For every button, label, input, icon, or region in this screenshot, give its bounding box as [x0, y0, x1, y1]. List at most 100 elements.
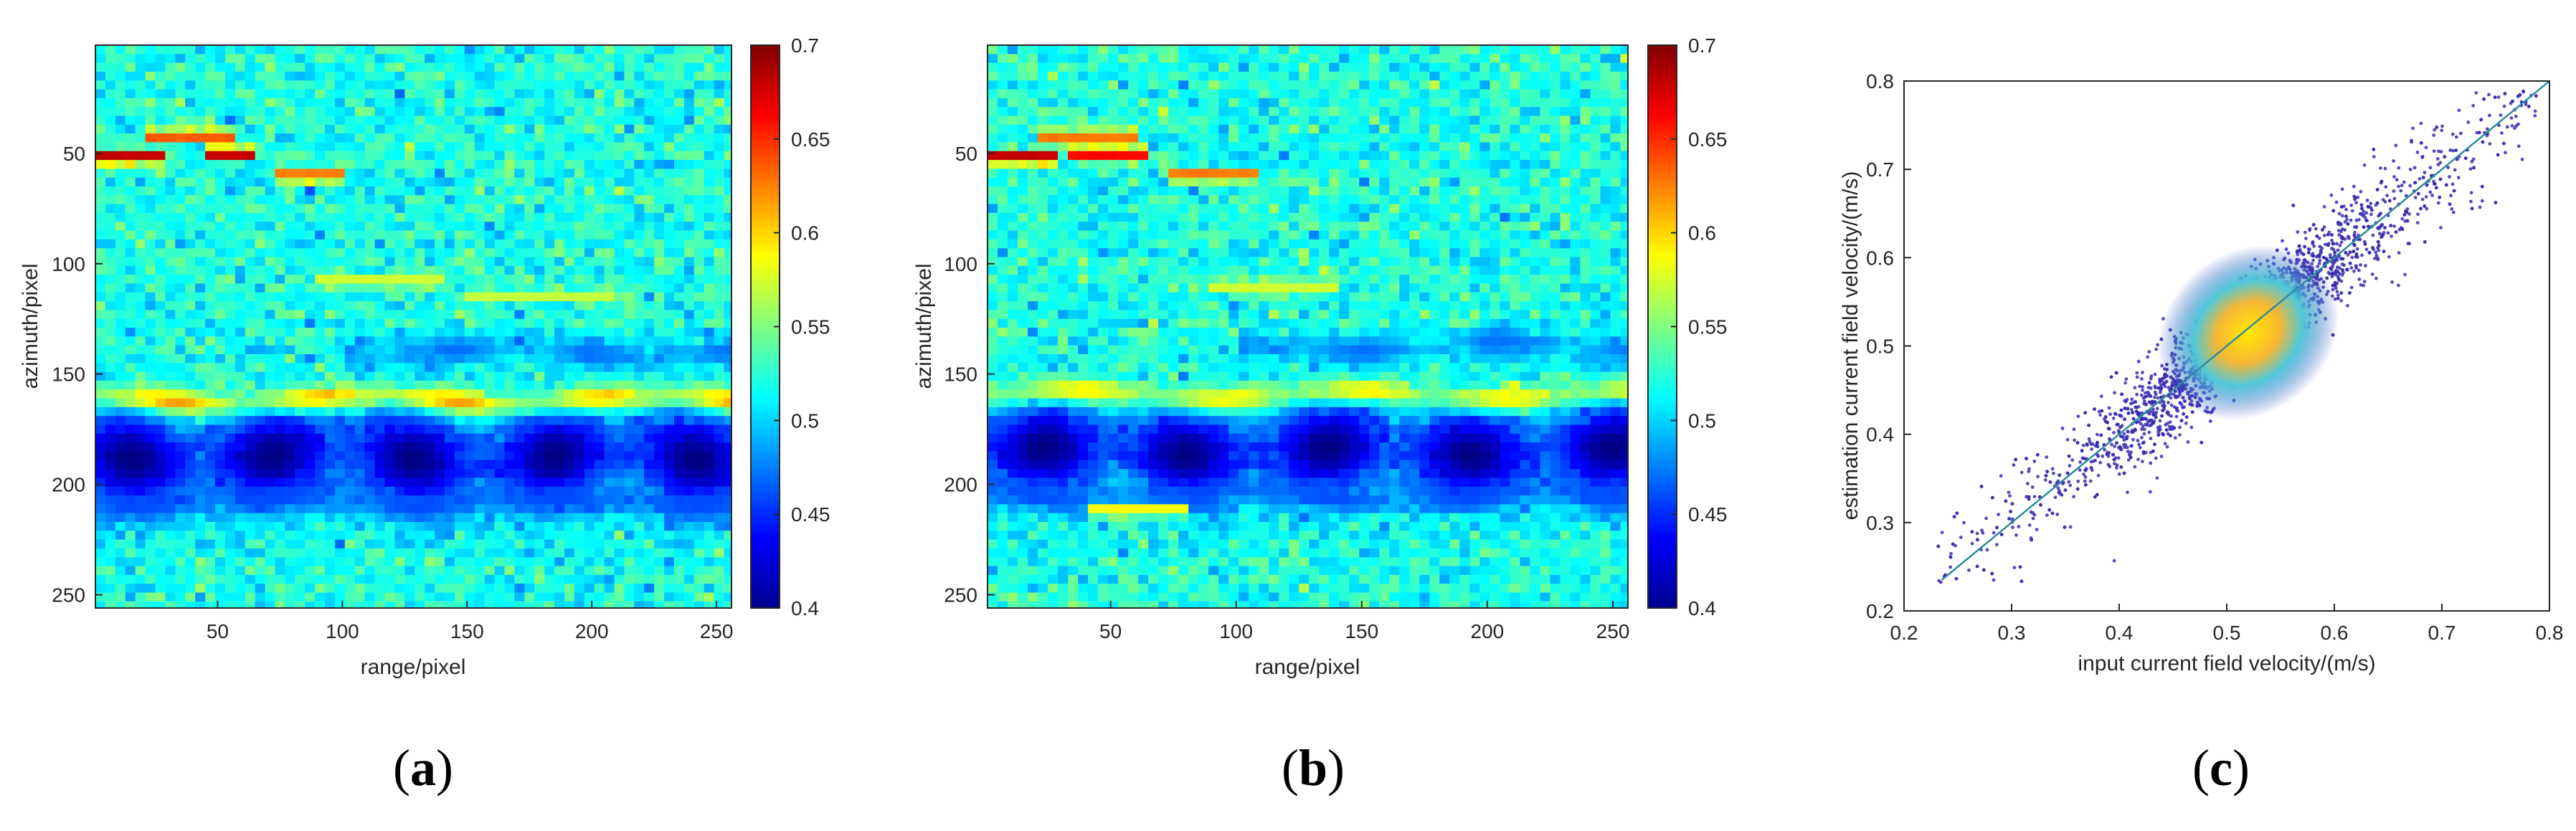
heatmap-cell: [325, 275, 336, 285]
heatmap-cell: [624, 80, 635, 90]
heatmap-cell: [1479, 98, 1490, 108]
heatmap-cell: [674, 186, 685, 196]
heatmap-cell: [683, 574, 695, 584]
heatmap-cell: [235, 283, 246, 293]
heatmap-cell: [374, 292, 386, 302]
heatmap-cell: [514, 451, 525, 461]
heatmap-cell: [604, 424, 615, 435]
heatmap-cell: [255, 380, 266, 390]
heatmap-cell: [1319, 115, 1330, 125]
heatmap-cell: [554, 442, 565, 452]
heatmap-cell: [524, 230, 535, 240]
heatmap-cell: [185, 566, 196, 576]
heatmap-cell: [624, 142, 635, 152]
heatmap-cell: [454, 353, 465, 364]
heatmap-cell: [334, 495, 346, 505]
heatmap-cell: [654, 478, 665, 488]
heatmap-cell: [374, 574, 386, 584]
heatmap-cell: [504, 265, 515, 275]
heatmap-cell: [334, 89, 346, 99]
heatmap-cell: [334, 80, 346, 90]
heatmap-cell: [544, 168, 555, 179]
heatmap-cell: [674, 513, 685, 523]
heatmap-cell: [644, 186, 655, 196]
heatmap-cell: [604, 133, 615, 143]
heatmap-cell: [554, 115, 565, 125]
heatmap-cell: [224, 433, 236, 443]
heatmap-cell: [175, 98, 186, 108]
heatmap-cell: [205, 115, 216, 125]
heatmap-cell: [415, 363, 425, 373]
heatmap-cell: [564, 151, 575, 161]
heatmap-cell: [205, 62, 216, 72]
heatmap-cell: [1620, 151, 1628, 161]
heatmap-cell: [205, 71, 216, 81]
heatmap-cell: [1339, 62, 1350, 72]
heatmap-cell: [534, 275, 545, 285]
heatmap-cell: [1399, 80, 1410, 90]
heatmap-cell: [334, 407, 346, 417]
heatmap-cell: [115, 168, 126, 179]
heatmap-cell: [988, 115, 998, 125]
heatmap-cell: [305, 318, 316, 328]
heatmap-cell: [714, 531, 725, 541]
heatmap-cell: [998, 107, 1008, 117]
heatmap-cell: [654, 521, 665, 531]
heatmap-cell: [404, 557, 415, 567]
heatmap-cell: [115, 89, 126, 99]
heatmap-cell: [145, 115, 156, 125]
heatmap-cell: [105, 222, 116, 232]
heatmap-cell: [484, 353, 496, 364]
heatmap-cell: [175, 424, 186, 435]
heatmap-cell: [135, 133, 146, 143]
heatmap-cell: [415, 89, 425, 99]
heatmap-cell: [435, 168, 445, 179]
heatmap-cell: [165, 424, 176, 435]
heatmap-cell: [704, 539, 715, 549]
heatmap-cell: [305, 45, 316, 54]
heatmap-cell: [1088, 89, 1099, 99]
heatmap-cell: [714, 204, 725, 214]
heatmap-cell: [425, 204, 435, 214]
heatmap-cell: [584, 539, 595, 549]
heatmap-cell: [305, 160, 316, 169]
heatmap-cell: [295, 460, 306, 470]
heatmap-cell: [504, 212, 515, 222]
heatmap-cell: [1058, 45, 1069, 54]
heatmap-cell: [464, 318, 475, 328]
heatmap-cell: [205, 353, 216, 364]
heatmap-cell: [534, 380, 545, 390]
heatmap-cell: [534, 301, 545, 311]
heatmap-cell: [474, 566, 486, 576]
heatmap-cell: [1208, 133, 1219, 143]
heatmap-cell: [1198, 124, 1209, 134]
heatmap-cell: [1008, 71, 1018, 81]
heatmap-cell: [1560, 124, 1571, 134]
heatmap-cell: [564, 574, 575, 584]
heatmap-cell: [534, 115, 545, 125]
heatmap-cell: [404, 124, 415, 134]
heatmap-cell: [514, 548, 525, 558]
heatmap-cell: [1560, 107, 1571, 117]
heatmap-cell: [255, 230, 266, 240]
heatmap-cell: [594, 451, 605, 461]
heatmap-cell: [205, 584, 216, 594]
heatmap-cell: [235, 160, 246, 169]
heatmap-cell: [1078, 124, 1089, 134]
heatmap-cell: [1018, 107, 1028, 117]
heatmap-cell: [524, 416, 535, 426]
heatmap-cell: [584, 283, 595, 293]
heatmap-cell: [654, 98, 665, 108]
heatmap-cell: [704, 531, 715, 541]
heatmap-cell: [484, 504, 496, 514]
heatmap-cell: [425, 460, 435, 470]
heatmap-cell: [704, 222, 715, 232]
heatmap-cell: [1369, 124, 1380, 134]
heatmap-cell: [285, 283, 295, 293]
heatmap-cell: [1078, 107, 1089, 117]
heatmap-cell: [315, 328, 326, 337]
heatmap-cell: [1399, 133, 1410, 143]
heatmap-cell: [214, 310, 226, 320]
heatmap-cell: [165, 363, 176, 373]
heatmap-cell: [394, 80, 405, 90]
